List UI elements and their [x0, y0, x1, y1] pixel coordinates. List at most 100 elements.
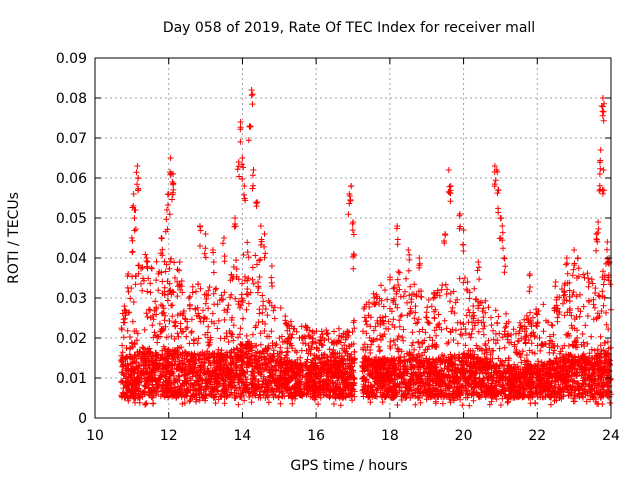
data-point: [161, 284, 168, 291]
data-point: [118, 352, 125, 359]
data-point: [230, 322, 237, 329]
data-point: [467, 334, 474, 341]
data-point: [213, 285, 220, 292]
data-point: [202, 300, 209, 307]
data-point: [205, 342, 212, 349]
data-point: [589, 280, 596, 287]
data-point: [223, 330, 230, 337]
data-point: [324, 331, 331, 337]
data-point: [497, 402, 504, 408]
data-point: [245, 300, 252, 307]
data-point: [335, 325, 342, 332]
data-point: [144, 314, 151, 320]
data-point: [221, 400, 228, 407]
data-point: [153, 304, 160, 311]
data-point: [341, 342, 348, 349]
data-point: [261, 328, 268, 334]
data-point: [221, 316, 228, 323]
data-point: [161, 317, 168, 324]
data-point: [158, 302, 164, 308]
data-point: [235, 276, 242, 283]
data-point: [233, 345, 240, 352]
data-point: [588, 276, 595, 283]
data-point: [181, 400, 188, 406]
data-point: [121, 303, 128, 310]
data-point: [501, 344, 508, 351]
data-point: [254, 289, 261, 296]
data-point: [201, 291, 208, 298]
data-point: [168, 255, 174, 262]
data-point: [153, 258, 160, 265]
data-point: [245, 275, 252, 282]
data-point: [195, 335, 202, 342]
data-point: [325, 336, 332, 343]
data-point: [235, 390, 242, 397]
data-point: [485, 337, 492, 344]
data-point: [257, 256, 264, 263]
data-point: [119, 310, 126, 317]
data-point: [237, 325, 244, 332]
data-point: [148, 264, 155, 271]
data-point: [311, 330, 318, 336]
data-point: [169, 313, 176, 320]
data-point: [403, 275, 409, 282]
data-point: [579, 331, 586, 337]
data-point: [190, 340, 197, 347]
data-point: [236, 304, 243, 311]
data-point: [180, 328, 187, 335]
data-point: [119, 349, 126, 356]
data-point: [585, 283, 592, 290]
data-point: [195, 381, 202, 388]
data-point: [395, 268, 402, 275]
data-point: [240, 392, 247, 399]
data-point: [470, 397, 477, 404]
data-point: [309, 328, 316, 335]
data-point: [400, 326, 407, 333]
data-point: [600, 281, 607, 288]
data-point: [435, 311, 442, 318]
data-point: [188, 329, 195, 336]
data-point: [146, 306, 152, 313]
data-point: [412, 401, 419, 408]
data-point: [607, 281, 614, 288]
data-point: [496, 345, 503, 352]
data-point: [265, 399, 272, 406]
data-point: [298, 323, 305, 330]
data-point: [205, 323, 212, 330]
data-point: [179, 312, 186, 319]
data-point: [231, 395, 238, 401]
data-point: [235, 298, 242, 305]
data-point: [396, 323, 403, 330]
data-point: [169, 356, 176, 363]
data-point: [175, 333, 182, 340]
data-point: [588, 333, 595, 340]
data-points: [117, 87, 614, 409]
data-point: [118, 326, 125, 333]
data-point: [410, 339, 416, 346]
data-point: [171, 259, 178, 266]
data-point: [155, 287, 162, 294]
data-point: [147, 307, 154, 314]
data-point: [284, 348, 291, 355]
data-point: [156, 268, 163, 275]
data-point: [139, 264, 146, 271]
data-point: [441, 317, 448, 324]
data-point: [277, 400, 284, 407]
data-point: [238, 302, 245, 309]
data-point: [362, 318, 369, 325]
data-point: [121, 319, 128, 326]
data-point: [128, 372, 135, 379]
data-point: [426, 334, 433, 341]
data-point: [284, 349, 291, 356]
data-point: [400, 337, 407, 344]
data-point: [150, 400, 156, 407]
data-point: [239, 280, 245, 287]
data-point: [342, 336, 349, 343]
data-point: [550, 350, 557, 357]
data-point: [370, 290, 377, 297]
data-point: [212, 286, 219, 293]
data-point: [138, 280, 144, 287]
data-point: [404, 299, 410, 306]
data-point: [561, 312, 568, 319]
